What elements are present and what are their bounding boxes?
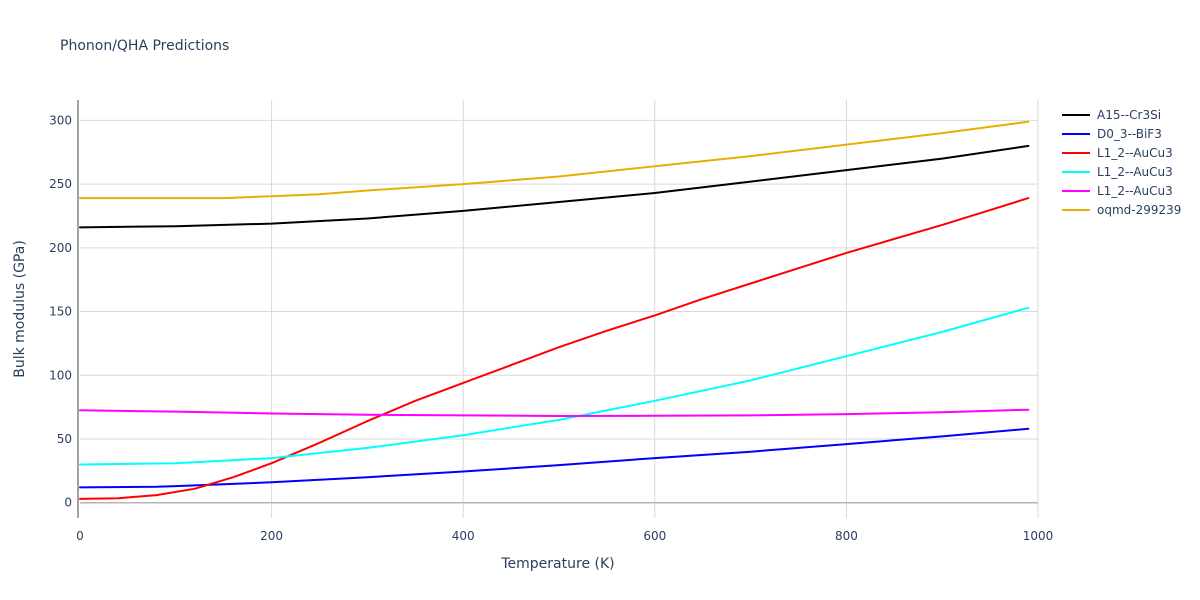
- series-lines: [79, 120, 1030, 500]
- y-tick-label: 250: [49, 177, 72, 191]
- y-tick-label: 200: [49, 241, 72, 255]
- x-tick-label: 800: [835, 529, 858, 543]
- series-line-1: [79, 427, 1030, 489]
- x-tick-labels: 0 200 400 600 800 1000: [76, 529, 1053, 543]
- y-axis-title: Bulk modulus (GPa): [12, 240, 28, 378]
- y-tick-label: 0: [64, 496, 72, 510]
- y-tick-label: 150: [49, 305, 72, 319]
- y-tick-label: 50: [57, 432, 72, 446]
- x-tick-label: 200: [260, 529, 283, 543]
- legend-item: L1_2--AuCu3: [1097, 146, 1173, 160]
- y-tick-labels: 0 50 100 150 200 250 300: [49, 113, 72, 509]
- series-line-3: [79, 306, 1030, 466]
- x-tick-label: 600: [643, 529, 666, 543]
- series-line-2: [79, 197, 1030, 500]
- x-tick-label: 400: [452, 529, 475, 543]
- legend-item: oqmd-299239: [1097, 203, 1181, 217]
- legend-item: L1_2--AuCu3: [1097, 184, 1173, 198]
- legend-item: L1_2--AuCu3: [1097, 165, 1173, 179]
- series-line-5: [79, 120, 1030, 200]
- legend-item: A15--Cr3Si: [1097, 108, 1161, 122]
- x-tick-label: 1000: [1023, 529, 1054, 543]
- x-axis-title: Temperature (K): [500, 556, 614, 572]
- legend-item: D0_3--BiF3: [1097, 127, 1162, 141]
- y-tick-label: 100: [49, 368, 72, 382]
- x-tick-label: 0: [76, 529, 84, 543]
- series-line-0: [79, 144, 1030, 229]
- grid: [80, 100, 1039, 518]
- legend: A15--Cr3Si D0_3--BiF3 L1_2--AuCu3 L1_2--AuC…: [1062, 108, 1181, 217]
- series-line-4: [79, 408, 1030, 417]
- y-tick-label: 300: [49, 113, 72, 127]
- chart-title: Phonon/QHA Predictions: [60, 38, 229, 54]
